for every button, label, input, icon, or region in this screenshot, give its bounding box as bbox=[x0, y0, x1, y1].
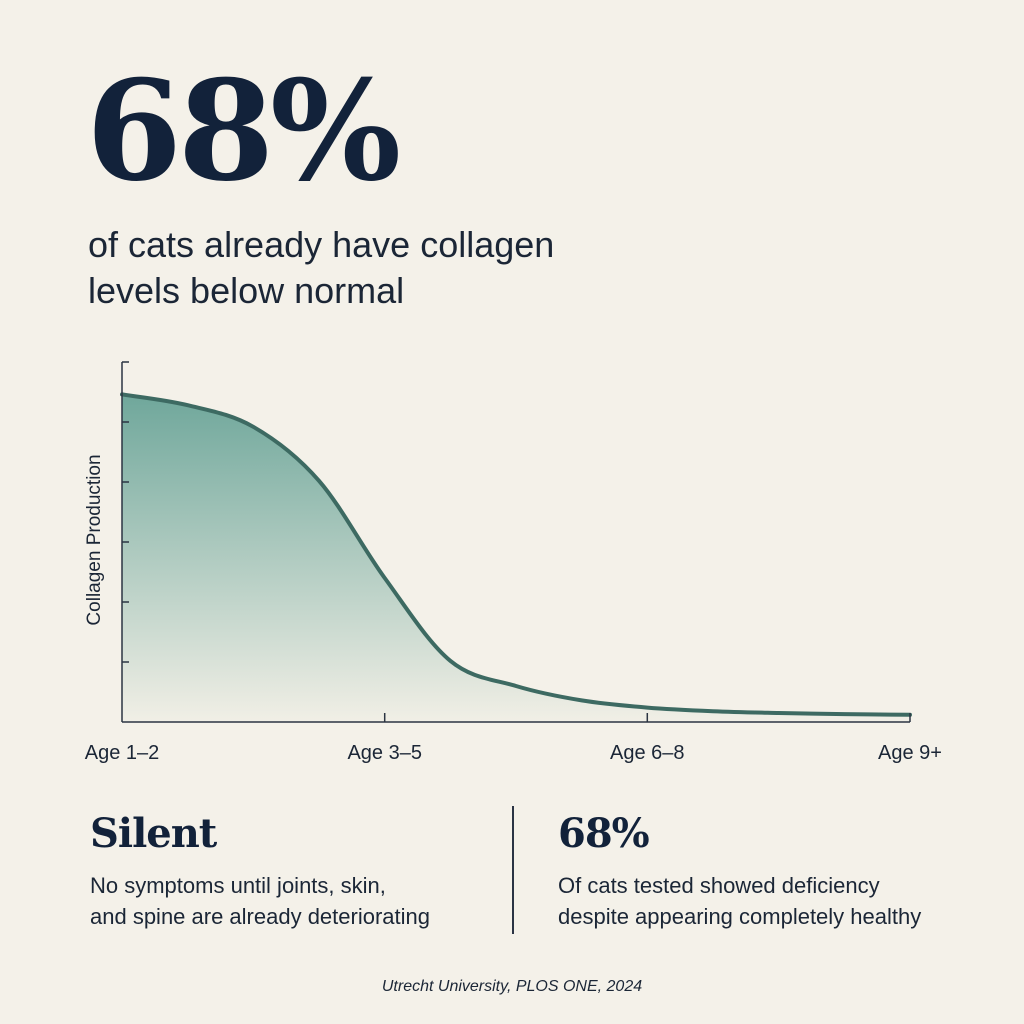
x-tick-label: Age 3–5 bbox=[347, 742, 422, 764]
stat-deficiency: 68% Of cats tested showed deficiency des… bbox=[558, 808, 998, 932]
stat-silent-title: Silent bbox=[90, 810, 217, 857]
stat-silent-description: No symptoms until joints, skin, and spin… bbox=[90, 870, 490, 932]
x-tick-label: Age 6–8 bbox=[610, 742, 685, 764]
stat-silent-line-2: and spine are already deteriorating bbox=[90, 904, 431, 929]
stat-deficiency-line-2: despite appearing completely healthy bbox=[558, 904, 922, 929]
x-tick-label: Age 1–2 bbox=[85, 742, 160, 764]
chart-series-line bbox=[120, 392, 912, 717]
chart-area-fill bbox=[122, 394, 910, 722]
stats-divider bbox=[512, 806, 514, 934]
y-axis-ticks bbox=[122, 361, 129, 663]
stat-silent: Silent No symptoms until joints, skin, a… bbox=[90, 808, 490, 932]
source-citation: Utrecht University, PLOS ONE, 2024 bbox=[381, 978, 643, 995]
x-tick-label: Age 9+ bbox=[878, 742, 942, 764]
headline-subtitle: of cats already have collagen levels bel… bbox=[88, 224, 555, 311]
collagen-chart: Age 1–2 Age 3–5 Age 6–8 Age 9+ Collagen Pro… bbox=[84, 361, 942, 764]
headline-value: 68% bbox=[86, 49, 401, 212]
y-axis-label: Collagen Production bbox=[84, 454, 105, 625]
stat-deficiency-description: Of cats tested showed deficiency despite… bbox=[558, 870, 998, 932]
x-axis-ticks: Age 1–2 Age 3–5 Age 6–8 Age 9+ bbox=[85, 713, 942, 764]
stat-deficiency-line-1: Of cats tested showed deficiency bbox=[558, 873, 880, 898]
stat-deficiency-value: 68% bbox=[558, 810, 650, 857]
stat-silent-line-1: No symptoms until joints, skin, bbox=[90, 873, 386, 898]
